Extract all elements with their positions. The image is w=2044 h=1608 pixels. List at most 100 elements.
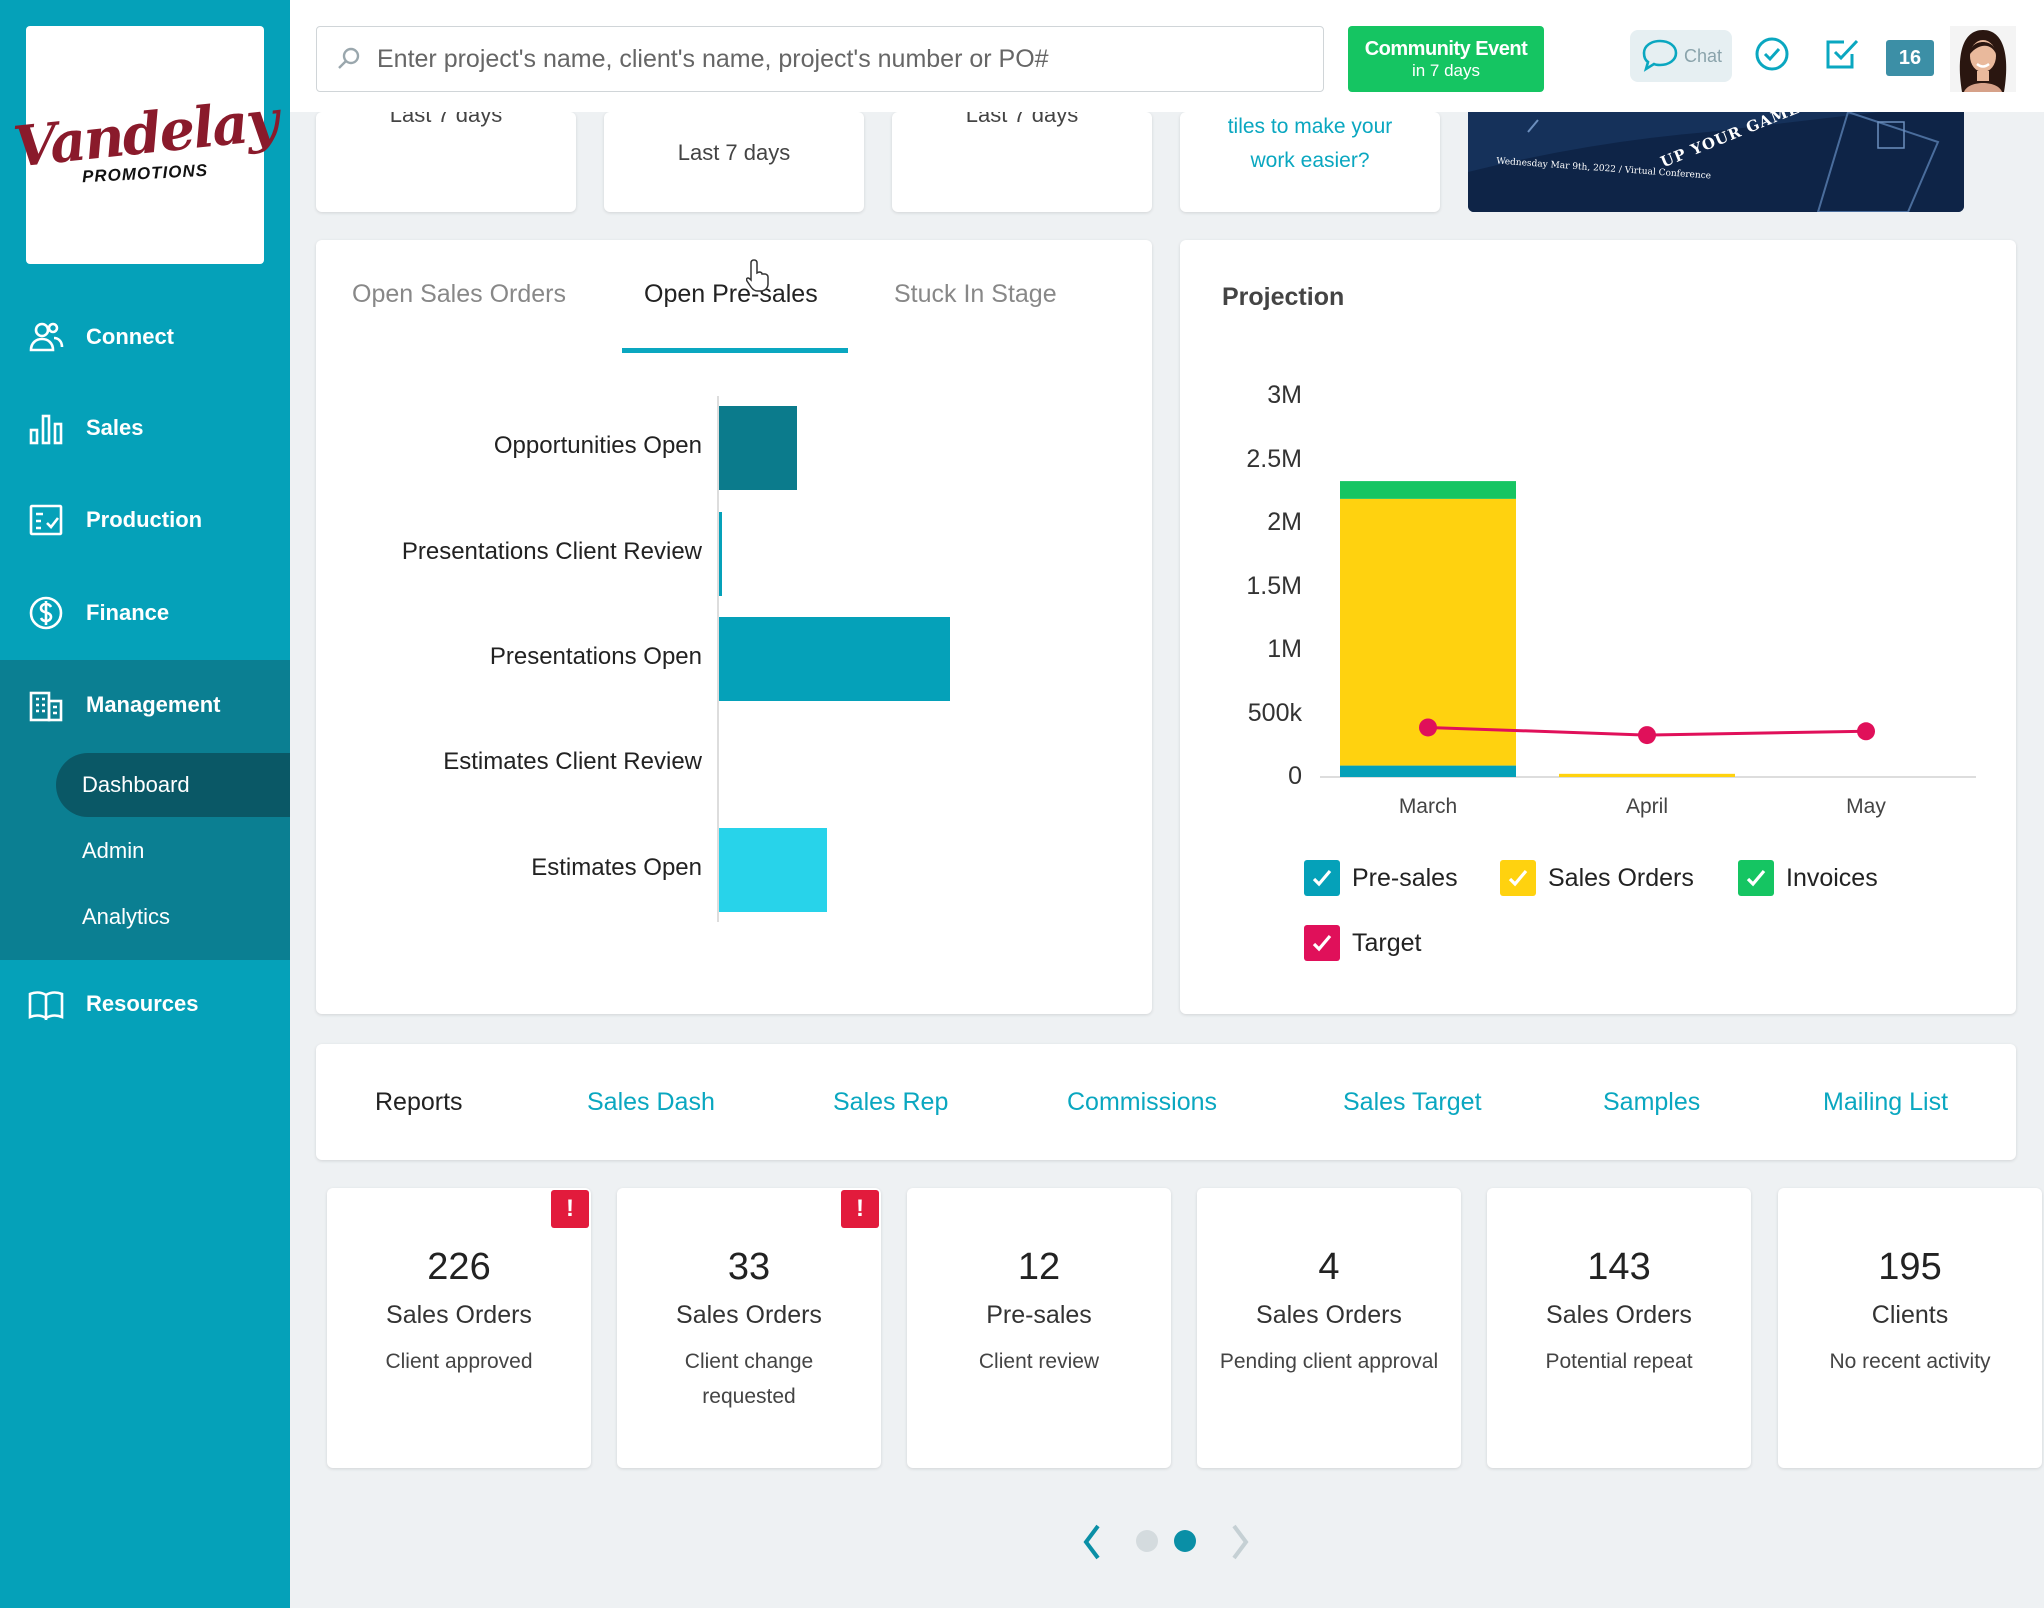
kpi-number: 143: [1587, 1246, 1651, 1288]
checkbox-checked-icon[interactable]: [1738, 860, 1774, 896]
nav-resources[interactable]: Resources: [0, 969, 290, 1039]
kpi-category: Sales Orders: [1256, 1301, 1402, 1329]
projection-bar-segment[interactable]: [1340, 481, 1516, 499]
kpi-category: Sales Orders: [386, 1301, 532, 1329]
projection-x-tick: March: [1398, 795, 1458, 818]
brand-logo[interactable]: Vandelay PROMOTIONS: [10, 26, 280, 264]
projection-y-tick: 3M: [1267, 381, 1302, 409]
subnav-admin[interactable]: Admin: [82, 838, 145, 863]
presales-bar[interactable]: [719, 406, 797, 490]
user-avatar[interactable]: [1950, 26, 2016, 92]
kpi-number: 12: [1017, 1246, 1061, 1288]
chat-bubble-icon: [1642, 39, 1678, 72]
chat-button[interactable]: Chat: [1630, 30, 1732, 82]
report-link-sales-target[interactable]: Sales Target: [1343, 1088, 1482, 1116]
kpi-number: 226: [427, 1246, 491, 1288]
report-link-sales-rep[interactable]: Sales Rep: [833, 1088, 949, 1116]
kpi-category: Sales Orders: [676, 1301, 822, 1329]
projection-y-tick: 1M: [1267, 635, 1302, 663]
nav-management[interactable]: Management: [0, 670, 290, 740]
projection-y-tick: 500k: [1247, 698, 1302, 727]
legend-toggle[interactable]: Invoices: [1738, 860, 1878, 896]
search-icon: [338, 47, 360, 69]
presales-chart-axis: [717, 396, 719, 922]
kpi-description: No recent activity: [1829, 1350, 1991, 1373]
tip-card[interactable]: tiles to make your work easier?: [1180, 112, 1440, 212]
projection-y-tick: 2.5M: [1246, 444, 1302, 473]
stat-card-2[interactable]: Last 7 days: [604, 112, 864, 212]
legend-toggle[interactable]: Pre-sales: [1304, 860, 1458, 896]
presales-bar[interactable]: [719, 617, 950, 701]
nav-sales-label: Sales: [86, 415, 144, 440]
check-circle-icon[interactable]: [1752, 34, 1792, 74]
tab-open-pre-sales[interactable]: Open Pre-sales: [644, 280, 818, 308]
nav-finance[interactable]: Finance: [0, 578, 290, 648]
target-point[interactable]: [1419, 718, 1437, 737]
tasks-icon[interactable]: [1822, 34, 1862, 74]
nav-finance-label: Finance: [86, 600, 170, 625]
stat-card-1[interactable]: Last 7 days: [316, 112, 576, 212]
subnav-analytics[interactable]: Analytics: [82, 904, 171, 929]
tab-open-sales-orders[interactable]: Open Sales Orders: [352, 280, 566, 308]
checkbox-checked-icon[interactable]: [1500, 860, 1536, 896]
tip-line-1: tiles to make your: [1227, 115, 1393, 138]
nav-production-label: Production: [86, 507, 203, 532]
presales-bar[interactable]: [719, 512, 722, 596]
book-icon: [26, 984, 66, 1024]
target-point[interactable]: [1857, 722, 1875, 741]
projection-y-tick: 2M: [1267, 508, 1302, 536]
kpi-description: Pending client approval: [1219, 1350, 1439, 1373]
kpi-card[interactable]: 33 Sales Orders Client change requested!: [617, 1188, 881, 1468]
target-point[interactable]: [1638, 726, 1656, 745]
presales-bar[interactable]: [719, 828, 827, 912]
community-event-button[interactable]: Community Event in 7 days: [1348, 26, 1544, 92]
checkbox-checked-icon[interactable]: [1304, 860, 1340, 896]
report-link-sales-dash[interactable]: Sales Dash: [587, 1088, 715, 1116]
kpi-card[interactable]: 143 Sales Orders Potential repeat: [1487, 1188, 1751, 1468]
kpi-card[interactable]: 226 Sales Orders Client approved!: [327, 1188, 591, 1468]
kpi-card[interactable]: 195 Clients No recent activity: [1778, 1188, 2042, 1468]
kpi-number: 33: [727, 1246, 771, 1288]
notification-badge[interactable]: 16: [1886, 40, 1934, 76]
chevron-left-icon[interactable]: [1080, 1522, 1104, 1562]
tab-stuck-in-stage[interactable]: Stuck In Stage: [894, 280, 1057, 308]
tip-text[interactable]: tiles to make your work easier?: [1180, 112, 1440, 178]
chevron-right-icon[interactable]: [1228, 1522, 1252, 1562]
stat-card-3[interactable]: Last 7 days: [892, 112, 1152, 212]
projection-bar-segment[interactable]: [1340, 765, 1516, 777]
legend-toggle[interactable]: Target: [1304, 925, 1421, 961]
kpi-card[interactable]: 4 Sales Orders Pending client approval: [1197, 1188, 1461, 1468]
pager-dot[interactable]: [1174, 1530, 1196, 1552]
building-icon: [26, 685, 66, 725]
search-input[interactable]: [377, 44, 1277, 74]
top-bar: Community Event in 7 days Chat 16: [290, 0, 2044, 112]
report-link-samples[interactable]: Samples: [1603, 1088, 1701, 1116]
people-icon: [26, 317, 66, 357]
banner-art: [1468, 112, 1964, 212]
presales-bar-label: Estimates Open: [531, 854, 702, 881]
kpi-description: Client change requested: [684, 1350, 814, 1408]
chat-label: Chat: [1683, 45, 1723, 66]
report-link-commissions[interactable]: Commissions: [1067, 1088, 1218, 1116]
subnav-dashboard[interactable]: Dashboard: [56, 753, 290, 817]
kpi-card[interactable]: 12 Pre-sales Client review: [907, 1188, 1171, 1468]
legend-toggle[interactable]: Sales Orders: [1500, 860, 1694, 896]
projection-bar-segment[interactable]: [1559, 773, 1735, 777]
pager-dot[interactable]: [1136, 1530, 1158, 1552]
bar-chart-icon: [26, 408, 66, 448]
checklist-icon: [26, 500, 66, 540]
projection-y-tick: 1.5M: [1246, 571, 1302, 600]
checkbox-checked-icon[interactable]: [1304, 925, 1340, 961]
kpi-category: Pre-sales: [986, 1301, 1092, 1329]
nav-sales[interactable]: Sales: [0, 393, 290, 463]
nav-connect[interactable]: Connect: [0, 302, 290, 372]
legend-label: Target: [1352, 928, 1422, 957]
presales-bar-label: Opportunities Open: [493, 432, 702, 459]
dollar-icon: [26, 593, 66, 633]
report-link-mailing-list[interactable]: Mailing List: [1823, 1088, 1949, 1116]
alert-icon: !: [551, 1190, 589, 1228]
event-banner[interactable]: UP YOUR GAME Wednesday Mar 9th, 2022 / V…: [1468, 112, 1964, 212]
search-box[interactable]: [316, 26, 1324, 92]
nav-production[interactable]: Production: [0, 485, 290, 555]
